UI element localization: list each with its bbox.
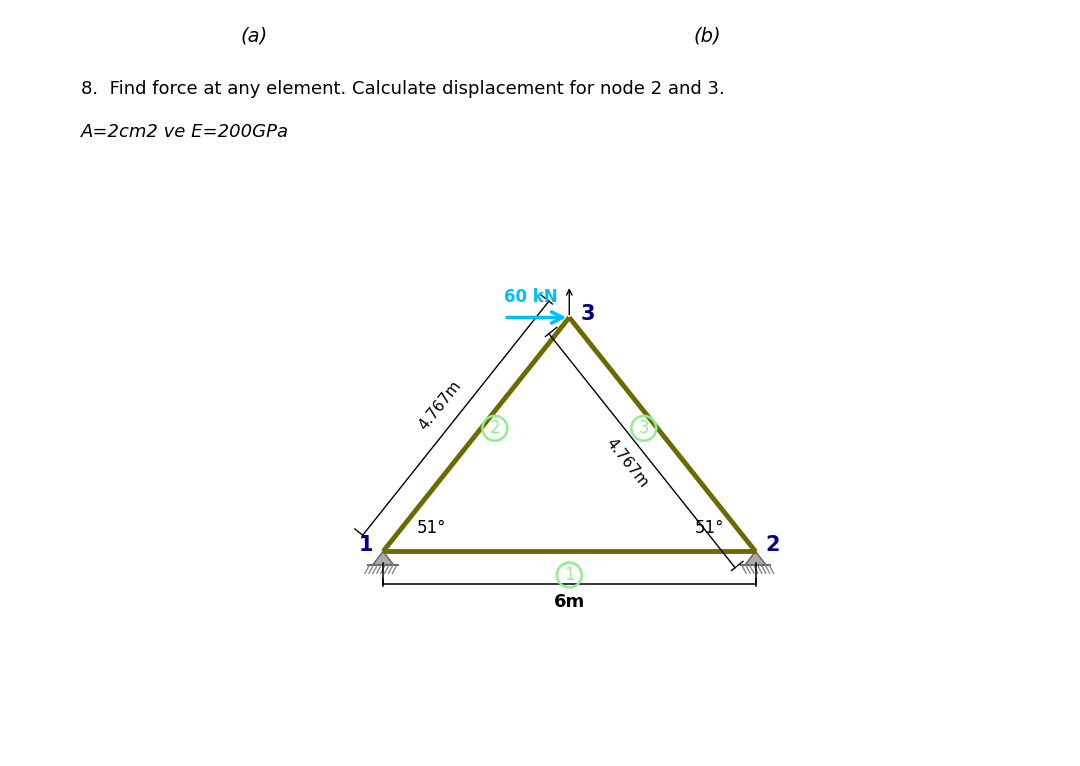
Text: 51°: 51° xyxy=(417,519,447,536)
Text: A=2cm2 ve E=200GPa: A=2cm2 ve E=200GPa xyxy=(81,123,289,140)
Text: 4.767m: 4.767m xyxy=(416,378,464,434)
Text: 3: 3 xyxy=(581,304,595,324)
Text: 1: 1 xyxy=(564,566,575,584)
Text: 4.767m: 4.767m xyxy=(603,436,650,490)
Polygon shape xyxy=(745,552,766,565)
Text: 3: 3 xyxy=(638,419,649,437)
Polygon shape xyxy=(373,552,393,565)
Text: 1: 1 xyxy=(359,535,373,555)
Text: 51°: 51° xyxy=(694,519,725,536)
Text: 8.  Find force at any element. Calculate displacement for node 2 and 3.: 8. Find force at any element. Calculate … xyxy=(81,80,725,98)
Text: 2: 2 xyxy=(489,419,500,437)
Text: 60 kN: 60 kN xyxy=(504,288,557,306)
Text: 6m: 6m xyxy=(554,593,585,611)
Text: (b): (b) xyxy=(693,27,721,46)
Text: (a): (a) xyxy=(240,27,268,46)
Text: 2: 2 xyxy=(766,535,780,555)
